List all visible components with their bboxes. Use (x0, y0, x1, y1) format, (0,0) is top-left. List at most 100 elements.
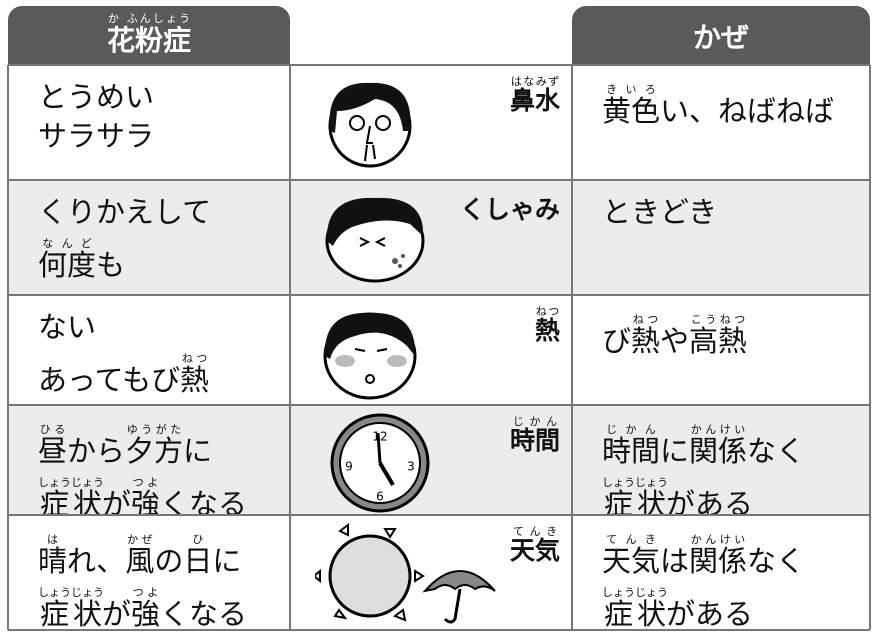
illustration (312, 521, 515, 629)
illustration (315, 186, 435, 290)
furigana: かんけい (689, 533, 748, 546)
base-text: 何度 (38, 248, 97, 282)
grid-line (8, 64, 870, 66)
text-line: 症状しょうじょうがある (602, 586, 870, 629)
ruby-text: 天気てんき (510, 525, 560, 565)
furigana: しょうじょう (602, 586, 668, 599)
table-cell: 時間じかんに関係かんけいなく 症状しょうじょうがある (572, 405, 870, 519)
furigana: じかん (509, 415, 560, 428)
furigana: しょうじょう (38, 586, 104, 599)
base-text: 熱 (180, 363, 210, 397)
ruby-text: 時間じかん (510, 415, 560, 455)
text: に (660, 434, 690, 468)
text: あってもび (38, 363, 181, 397)
text-line: 黄色きいろい、ねばねば (602, 83, 870, 126)
furigana: はなみず (509, 75, 560, 88)
ruby-text: 熱ねつ (535, 305, 560, 345)
ruby-text: 症状しょうじょう (602, 476, 668, 521)
text: くりかえして (38, 195, 212, 229)
ruby-text: 花粉症か ふんしょう (107, 12, 191, 59)
furigana: つよ (131, 586, 161, 599)
symptom-label: 鼻水はなみず (510, 75, 560, 117)
ruby-text: 症状しょうじょう (38, 586, 104, 631)
text-line: 何度なんども (38, 237, 290, 280)
grid-line (8, 404, 870, 406)
base-text: 花粉症 (106, 24, 191, 57)
clock-number: 12 (372, 430, 387, 444)
text: がある (666, 597, 754, 631)
ruby-text: 天気てんき (602, 533, 661, 578)
grid-line (8, 629, 870, 631)
text: が (102, 597, 132, 631)
grid-line (869, 65, 871, 630)
base-text: 天気 (602, 544, 661, 578)
text-line: ない (38, 313, 290, 342)
table-cell: ないあってもび熱ねつ (8, 295, 290, 405)
text: も (96, 248, 126, 282)
symptom-label: 熱ねつ (535, 305, 560, 347)
ruby-text: 症状しょうじょう (602, 586, 668, 631)
base-text: 夕方 (125, 434, 184, 468)
ruby-text: 強つよ (131, 586, 160, 631)
table-cell: 熱ねつ (290, 295, 572, 405)
text: なく (747, 544, 806, 578)
text: とうめい (38, 80, 155, 114)
furigana: ねつ (180, 352, 210, 365)
text: が (102, 487, 132, 521)
furigana: ねつ (534, 305, 560, 318)
furigana: じかん (602, 423, 660, 436)
base-text: 晴 (38, 544, 68, 578)
icon (323, 312, 417, 400)
table-cell: 黄色きいろい、ねばねば (572, 65, 870, 180)
symptom-label: 時間じかん (510, 415, 560, 457)
grid-line (8, 514, 870, 516)
text-line: サラサラ (38, 122, 290, 151)
ruby-text: 関係かんけい (689, 533, 748, 578)
text: ない (38, 310, 97, 344)
ruby-text: 強つよ (131, 476, 160, 521)
text: ときどき (602, 195, 718, 229)
text: から (67, 434, 126, 468)
furigana: ねつ (631, 313, 661, 326)
base-text: 関係 (689, 544, 748, 578)
ruby-text: 何度なんど (38, 237, 97, 282)
table-cell: ときどき (572, 180, 870, 295)
icon (312, 523, 496, 624)
header-cell: 花粉症か ふんしょう (8, 6, 290, 65)
text: い、ねばねば (660, 94, 835, 128)
text-line: 症状しょうじょうが強つよくなる (38, 586, 290, 629)
furigana: しょうじょう (602, 476, 668, 489)
ruby-text: 高熱こうねつ (689, 313, 748, 358)
furigana: つよ (131, 476, 161, 489)
text: がある (666, 487, 754, 521)
base-text: 黄色 (602, 94, 661, 128)
furigana: しょうじょう (38, 476, 104, 489)
base-text: 高熱 (689, 324, 748, 358)
illustration (315, 71, 425, 175)
table-cell: び熱ねつや高熱こうねつ (572, 295, 870, 405)
text: の (154, 544, 184, 578)
icon: 12 3 6 9 (330, 413, 430, 513)
furigana: かぜ (125, 533, 155, 546)
text-line: あってもび熱ねつ (38, 352, 290, 395)
grid-line (571, 65, 573, 630)
grid-line (7, 65, 9, 630)
furigana: ゆうがた (125, 423, 184, 436)
table-cell: くりかえして何度なんども (8, 180, 290, 295)
ruby-text: 風かぜ (125, 533, 154, 578)
ruby-text: 時間じかん (602, 423, 660, 468)
table-cell: 天気てんきは関係かんけいなく 症状しょうじょうがある (572, 515, 870, 630)
base-text: 熱 (631, 324, 661, 358)
furigana: か ふんしょう (106, 12, 191, 25)
furigana: てんき (509, 525, 560, 538)
furigana: は (38, 533, 67, 546)
text: くなる (160, 597, 248, 631)
ruby-text: 関係かんけい (689, 423, 747, 468)
furigana: きいろ (602, 83, 660, 96)
furigana: ひる (38, 423, 68, 436)
clock-number: 9 (345, 460, 353, 474)
table-cell: 鼻水はなみず (290, 65, 572, 180)
text: れ、 (67, 544, 126, 578)
table-cell: 晴はれ、風かぜの日ひに 症状しょうじょうが強つよくなる (8, 515, 290, 630)
illustration (315, 301, 425, 405)
